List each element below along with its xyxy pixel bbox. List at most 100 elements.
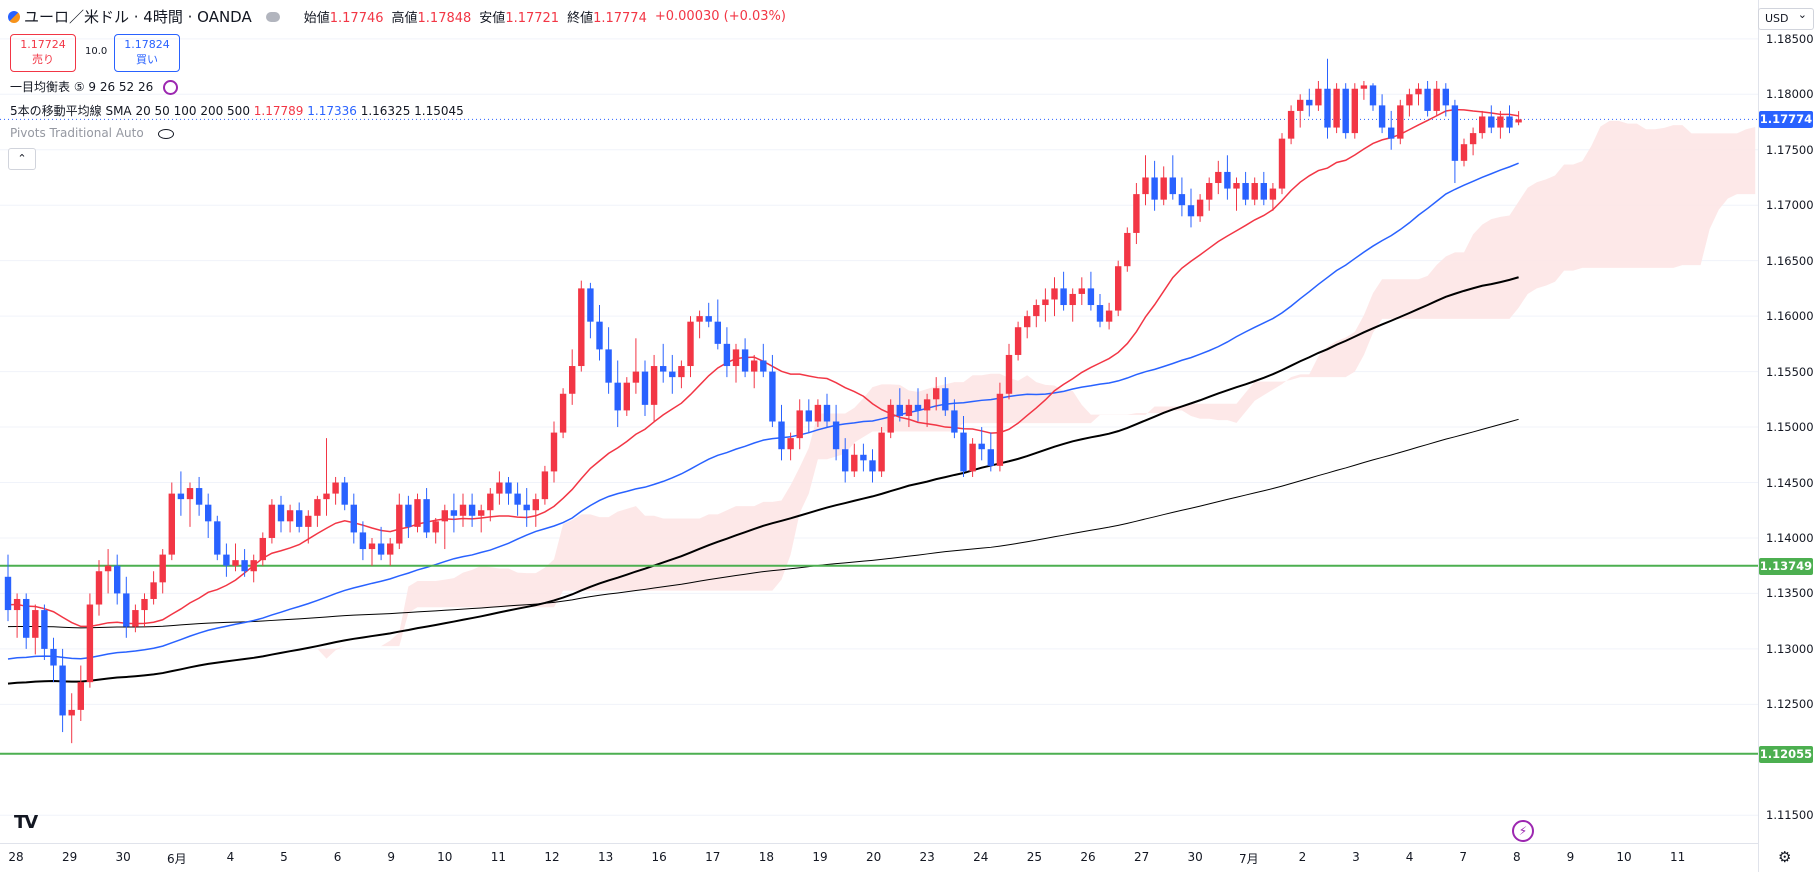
price-tick-label: 1.12500 xyxy=(1766,697,1814,712)
collapse-legend-button[interactable]: ⌃ xyxy=(8,148,36,170)
currency-select[interactable]: USD xyxy=(1758,5,1814,30)
candle-body xyxy=(450,510,458,516)
candle-body xyxy=(1378,105,1386,128)
candle-body xyxy=(387,543,394,555)
candle-body xyxy=(678,366,685,378)
ohlc-high: 高値1.17848 xyxy=(392,7,472,26)
candle-body xyxy=(1315,88,1322,106)
eye-hidden-icon[interactable] xyxy=(157,128,174,139)
loading-icon xyxy=(163,80,179,95)
pivots-legend[interactable]: Pivots Traditional Auto xyxy=(10,126,174,140)
candle-body xyxy=(578,288,585,367)
candle-body xyxy=(1142,177,1149,195)
candle-body xyxy=(823,404,831,422)
market-status-icon[interactable] xyxy=(265,11,280,22)
time-tick-label: 4 xyxy=(1405,850,1414,864)
candle-body xyxy=(132,610,139,627)
candle-body xyxy=(214,521,221,555)
candle-body xyxy=(396,504,403,544)
time-tick-label: 10 xyxy=(1616,850,1632,864)
price-chart[interactable] xyxy=(0,0,1758,843)
candle-body xyxy=(77,682,84,710)
candle-body xyxy=(41,610,48,649)
close-value: 1.17774 xyxy=(593,11,647,26)
candle-body xyxy=(842,449,849,472)
candle-body xyxy=(1024,316,1031,328)
sell-price: 1.17724 xyxy=(20,38,66,51)
time-tick-label: 9 xyxy=(1566,850,1575,864)
candle-body xyxy=(1333,88,1340,128)
price-axis[interactable] xyxy=(1758,0,1819,872)
candle-body xyxy=(805,410,812,422)
lightning-icon[interactable]: ⚡ xyxy=(1512,820,1534,842)
price-tick-label: 1.13000 xyxy=(1766,641,1814,656)
time-tick-label: 17 xyxy=(705,850,721,864)
candle-body xyxy=(905,404,913,416)
price-tick-label: 1.14000 xyxy=(1766,530,1814,545)
candle-body xyxy=(405,504,412,527)
gear-icon[interactable]: ⚙ xyxy=(1778,848,1792,866)
candle-body xyxy=(1406,94,1413,106)
chart-header: ユーロ／米ドル · 4時間 · OANDA 始値1.17746 高値1.1784… xyxy=(8,6,794,27)
time-tick-label: 23 xyxy=(919,850,935,864)
spread-value: 10.0 xyxy=(85,46,108,57)
sma100-line xyxy=(7,276,1519,685)
time-tick-label: 9 xyxy=(387,850,396,864)
sma100-value: 1.16325 xyxy=(360,104,411,118)
candle-body xyxy=(305,515,312,527)
candle-body xyxy=(1206,183,1213,200)
candle-body xyxy=(669,371,676,378)
candle-body xyxy=(714,321,721,344)
time-tick-label: 8 xyxy=(1512,850,1521,864)
candle-body xyxy=(1469,133,1477,145)
candle-body xyxy=(86,604,94,683)
symbol-title[interactable]: ユーロ／米ドル · 4時間 · OANDA xyxy=(24,8,252,26)
ichimoku-label: 一目均衡表 ⑤ 9 26 52 26 xyxy=(10,80,154,94)
candle-body xyxy=(1388,127,1395,139)
change-value: +0.00030 (+0.03%) xyxy=(654,9,786,24)
candle-body xyxy=(860,454,867,461)
candle-body xyxy=(1397,105,1404,139)
candle-body xyxy=(569,366,576,394)
price-tick-label: 1.18000 xyxy=(1766,87,1814,102)
candle-body xyxy=(177,493,185,500)
candle-body xyxy=(341,482,348,505)
low-label: 安値 xyxy=(479,11,506,26)
candle-body xyxy=(50,648,57,666)
candle-body xyxy=(168,493,175,555)
candle-body xyxy=(414,499,421,527)
candle-body xyxy=(559,393,567,433)
ohlc-low: 安値1.17721 xyxy=(479,7,559,26)
candle-body xyxy=(660,366,667,372)
time-tick-label: 27 xyxy=(1133,850,1150,864)
buy-button[interactable]: 1.17824 買い xyxy=(114,34,180,72)
sell-button[interactable]: 1.17724 売り xyxy=(10,34,76,72)
candle-body xyxy=(887,404,894,433)
ichimoku-legend[interactable]: 一目均衡表 ⑤ 9 26 52 26 xyxy=(10,78,179,95)
candle-body xyxy=(969,443,976,472)
candle-body xyxy=(1269,188,1277,200)
sma200-value: 1.15045 xyxy=(414,104,464,118)
candle-body xyxy=(377,543,385,555)
candle-body xyxy=(514,493,521,505)
candle-body xyxy=(468,504,476,516)
candle-body xyxy=(1360,85,1368,89)
candle-body xyxy=(896,404,903,416)
candle-body xyxy=(1151,177,1158,200)
price-tick-label: 1.16000 xyxy=(1766,309,1814,324)
level-tag-upper: 1.13749 xyxy=(1759,557,1813,575)
sma-legend[interactable]: 5本の移動平均線 SMA 20 50 100 200 500 1.17789 1… xyxy=(10,102,464,119)
candle-body xyxy=(223,554,230,566)
candle-body xyxy=(951,410,958,433)
candle-body xyxy=(1196,199,1204,217)
time-tick-label: 19 xyxy=(812,850,828,864)
price-tick-label: 1.11500 xyxy=(1766,808,1814,823)
candle-body xyxy=(1369,85,1377,106)
candle-body xyxy=(751,360,758,372)
candle-body xyxy=(587,288,594,322)
candle-body xyxy=(1424,88,1431,111)
time-axis[interactable] xyxy=(0,843,1758,873)
candle-body xyxy=(250,560,257,572)
tradingview-logo[interactable]: TV xyxy=(14,812,38,833)
candle-body xyxy=(241,560,248,572)
